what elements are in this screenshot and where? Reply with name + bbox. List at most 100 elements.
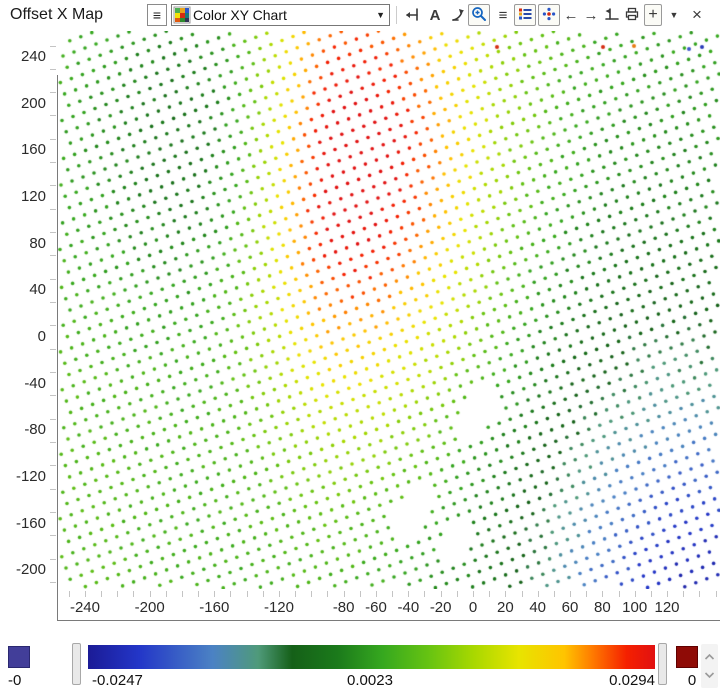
- tick: [50, 115, 56, 117]
- arrow-right-icon: →: [583, 6, 599, 24]
- axis-flag-button[interactable]: [602, 4, 622, 26]
- tick: [440, 591, 442, 597]
- chart-type-value: Color XY Chart: [193, 7, 287, 23]
- tick: [586, 591, 588, 597]
- chevron-up-icon[interactable]: [704, 648, 715, 666]
- tick: [473, 591, 474, 597]
- y-tick-label: 80: [29, 234, 46, 252]
- tick: [101, 591, 103, 597]
- tick: [50, 232, 56, 234]
- tick: [133, 591, 135, 597]
- x-axis-line: [57, 620, 720, 621]
- lines-button[interactable]: ≡: [494, 4, 512, 26]
- y-tick-label: 0: [37, 328, 46, 345]
- menu-button[interactable]: ≡: [147, 4, 167, 26]
- tick: [343, 591, 345, 597]
- tick: [50, 348, 56, 350]
- color-legend: -0 -0.0247 0.0023 0.0294 0: [0, 638, 720, 695]
- tick: [553, 591, 555, 597]
- tick: [311, 591, 313, 597]
- tick: [50, 255, 56, 257]
- tick: [521, 591, 523, 597]
- zoom-in-icon: [471, 6, 487, 25]
- tick: [50, 185, 56, 187]
- tick: [149, 591, 151, 597]
- points-icon: [541, 6, 557, 25]
- tick: [50, 278, 56, 280]
- y-tick-label: 120: [20, 188, 46, 206]
- toolbar-separator: [396, 6, 397, 24]
- y-tick-label: -80: [24, 421, 46, 439]
- tick: [262, 591, 264, 597]
- tick: [198, 591, 200, 597]
- tick: [392, 591, 394, 597]
- y-tick-label: 240: [20, 48, 46, 66]
- window-title: Offset X Map: [10, 6, 104, 23]
- rotate-angle-icon: [450, 6, 466, 25]
- chevron-down-icon: ▼: [376, 10, 385, 20]
- tick: [683, 591, 685, 597]
- tick: [50, 45, 56, 47]
- scatter-plot-canvas[interactable]: [58, 31, 720, 589]
- y-tick-label: -160: [15, 514, 46, 532]
- legend-max-handle[interactable]: [658, 643, 667, 685]
- tick: [570, 591, 571, 597]
- back-button[interactable]: ←: [562, 4, 580, 26]
- tick: [50, 581, 56, 583]
- close-icon: ×: [692, 5, 702, 24]
- rotate-button[interactable]: [448, 4, 468, 26]
- color-chart-icon: [173, 6, 191, 24]
- tick: [181, 591, 183, 597]
- x-tick-label: -160: [199, 599, 230, 616]
- zoom-in-button[interactable]: [468, 4, 490, 26]
- caret-down-icon: ▼: [669, 10, 679, 20]
- x-tick-label: -200: [134, 599, 165, 616]
- axis-arrow-button[interactable]: [402, 4, 422, 26]
- color-scale-bar: [88, 645, 655, 669]
- tick: [50, 441, 56, 443]
- hamburger-lines-icon: ≡: [498, 6, 508, 24]
- x-tick-label: 120: [654, 599, 680, 616]
- toolbar: Offset X Map ≡ Color XY Chart ▼: [0, 0, 720, 30]
- tick: [50, 535, 56, 537]
- tick: [50, 302, 56, 304]
- tick: [50, 465, 56, 467]
- tick: [50, 92, 56, 94]
- tick: [699, 591, 701, 597]
- points-mode-button[interactable]: [538, 4, 560, 26]
- y-axis-line: [57, 75, 58, 620]
- tick: [375, 591, 377, 597]
- close-button[interactable]: ×: [688, 4, 706, 26]
- axis-flag-icon: [604, 6, 620, 25]
- x-tick-label: -120: [263, 599, 294, 616]
- more-options-button[interactable]: ▼: [666, 4, 682, 26]
- print-button[interactable]: [622, 4, 642, 26]
- legend-below-min-label: -0: [8, 672, 22, 689]
- under-range-swatch: [8, 646, 30, 668]
- y-tick-label: -40: [24, 374, 46, 392]
- legend-min-handle[interactable]: [72, 643, 81, 685]
- tick: [602, 591, 604, 597]
- legend-spinner: [701, 644, 718, 688]
- legend-max-label: 0.0294: [609, 672, 655, 689]
- x-tick-label: -60: [365, 599, 387, 616]
- tick: [537, 591, 539, 597]
- tick: [50, 68, 56, 70]
- x-tick-label: 20: [496, 599, 514, 616]
- chevron-down-icon[interactable]: [704, 666, 715, 684]
- tick: [650, 591, 652, 597]
- tick: [634, 591, 636, 597]
- add-button[interactable]: +: [644, 4, 662, 26]
- tick: [214, 591, 216, 597]
- printer-icon: [624, 6, 640, 25]
- tick: [618, 591, 620, 597]
- tick: [489, 591, 491, 597]
- annotate-button[interactable]: A: [426, 4, 444, 26]
- legend-below-max-label: 0: [687, 672, 697, 689]
- forward-button[interactable]: →: [582, 4, 600, 26]
- chart-type-dropdown[interactable]: Color XY Chart ▼: [171, 4, 390, 26]
- tick: [50, 418, 56, 420]
- tick: [424, 591, 426, 597]
- legend-list-button[interactable]: [514, 4, 536, 26]
